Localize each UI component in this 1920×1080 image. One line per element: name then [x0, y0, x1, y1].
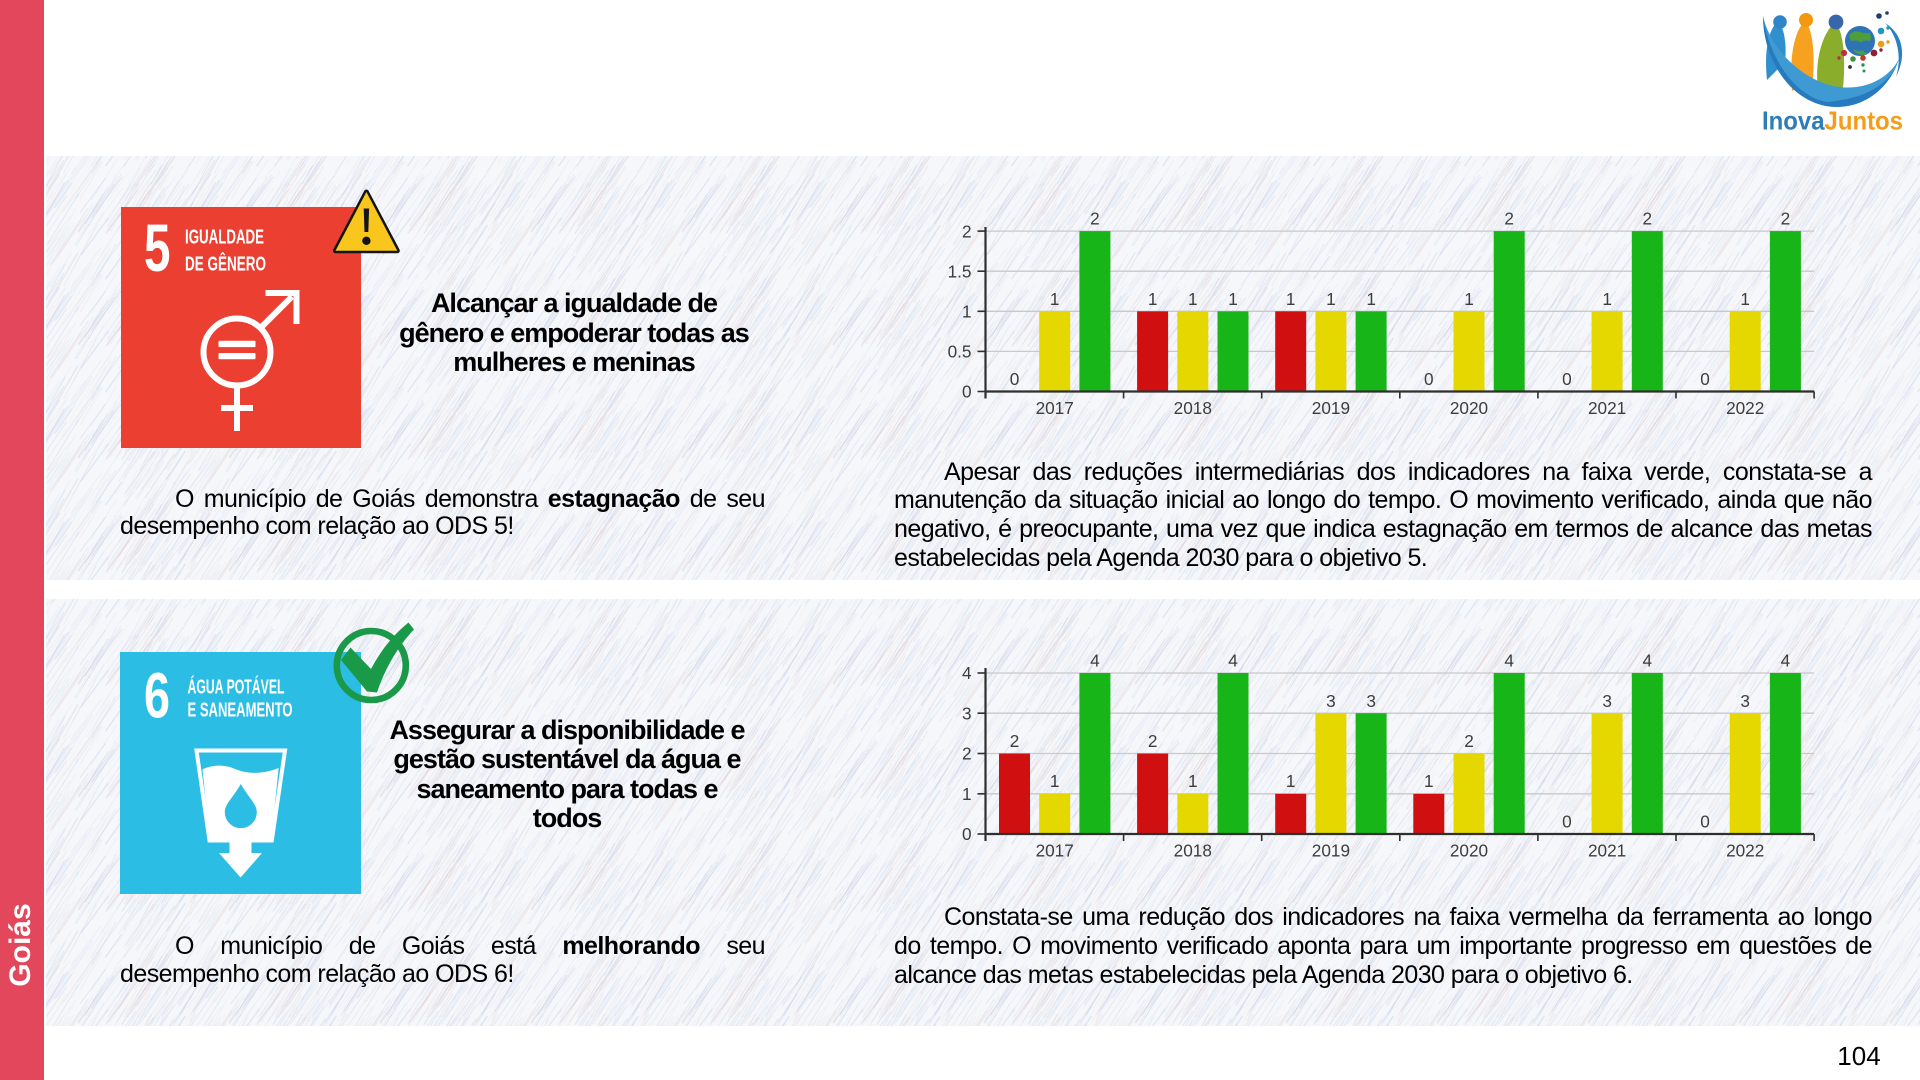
svg-text:4: 4: [1504, 651, 1514, 671]
svg-text:1: 1: [1148, 289, 1158, 309]
svg-text:0: 0: [1424, 369, 1434, 389]
svg-text:1: 1: [1366, 289, 1376, 309]
svg-text:InovaJuntos: InovaJuntos: [1762, 106, 1903, 136]
svg-text:4: 4: [1090, 651, 1100, 671]
svg-text:2019: 2019: [1312, 398, 1350, 418]
svg-text:3: 3: [1602, 691, 1612, 711]
svg-text:ÁGUA POTÁVEL: ÁGUA POTÁVEL: [188, 676, 285, 699]
svg-text:1: 1: [1050, 289, 1060, 309]
svg-text:1: 1: [1188, 771, 1198, 791]
svg-text:2: 2: [1148, 731, 1158, 751]
svg-text:3: 3: [1366, 691, 1376, 711]
svg-text:0: 0: [1700, 369, 1710, 389]
svg-text:3: 3: [1326, 691, 1336, 711]
svg-text:2017: 2017: [1036, 841, 1074, 861]
svg-text:6: 6: [144, 660, 170, 732]
svg-text:2: 2: [1464, 731, 1474, 751]
svg-text:2022: 2022: [1726, 841, 1764, 861]
svg-text:3: 3: [1740, 691, 1750, 711]
svg-text:4: 4: [962, 663, 972, 683]
svg-text:2019: 2019: [1312, 841, 1350, 861]
svg-text:0: 0: [962, 382, 972, 402]
svg-text:0: 0: [1700, 812, 1710, 832]
svg-text:1: 1: [1286, 289, 1296, 309]
svg-text:1: 1: [1602, 289, 1612, 309]
svg-text:2018: 2018: [1174, 398, 1212, 418]
svg-text:1: 1: [962, 784, 972, 804]
svg-text:4: 4: [1781, 651, 1791, 671]
svg-text:2020: 2020: [1450, 841, 1488, 861]
svg-text:5: 5: [144, 211, 171, 286]
svg-text:2021: 2021: [1588, 841, 1626, 861]
svg-text:E SANEAMENTO: E SANEAMENTO: [188, 698, 293, 721]
svg-text:2018: 2018: [1174, 841, 1212, 861]
svg-text:0.5: 0.5: [948, 342, 972, 362]
svg-text:1: 1: [1326, 289, 1336, 309]
svg-text:2022: 2022: [1726, 398, 1764, 418]
svg-text:4: 4: [1643, 651, 1653, 671]
svg-text:1: 1: [962, 302, 972, 322]
svg-text:2: 2: [1090, 209, 1100, 229]
svg-text:1: 1: [1228, 289, 1238, 309]
svg-text:3: 3: [962, 704, 972, 724]
svg-text:1.5: 1.5: [948, 261, 972, 281]
svg-text:2: 2: [962, 221, 972, 241]
svg-text:1: 1: [1464, 289, 1474, 309]
svg-text:2: 2: [1504, 209, 1514, 229]
svg-text:2: 2: [1643, 209, 1653, 229]
svg-text:1: 1: [1050, 771, 1060, 791]
svg-text:2: 2: [962, 744, 972, 764]
svg-text:0: 0: [962, 824, 972, 844]
svg-text:2: 2: [1781, 209, 1791, 229]
svg-text:IGUALDADE: IGUALDADE: [185, 226, 264, 249]
svg-text:1: 1: [1286, 771, 1296, 791]
svg-text:2020: 2020: [1450, 398, 1488, 418]
svg-text:1: 1: [1188, 289, 1198, 309]
svg-text:0: 0: [1562, 369, 1572, 389]
svg-text:0: 0: [1562, 812, 1572, 832]
svg-text:0: 0: [1010, 369, 1020, 389]
svg-text:1: 1: [1424, 771, 1434, 791]
svg-text:4: 4: [1228, 651, 1238, 671]
svg-text:2017: 2017: [1036, 398, 1074, 418]
svg-text:1: 1: [1740, 289, 1750, 309]
svg-text:DE GÊNERO: DE GÊNERO: [185, 252, 266, 276]
svg-text:2: 2: [1010, 731, 1020, 751]
svg-text:2021: 2021: [1588, 398, 1626, 418]
